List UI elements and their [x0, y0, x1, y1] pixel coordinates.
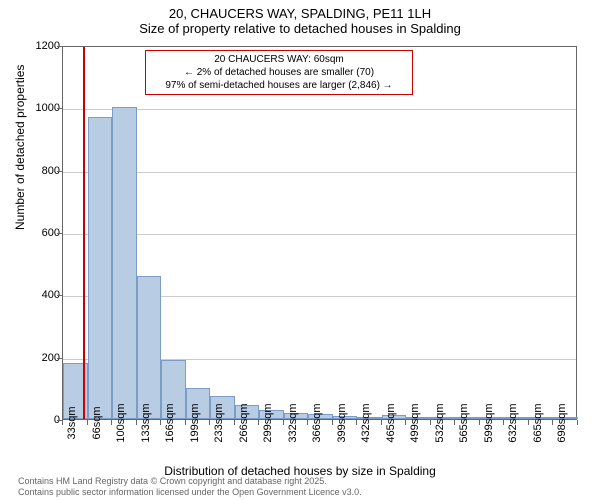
marker-line [83, 47, 85, 419]
x-tick-label: 166sqm [164, 403, 176, 442]
x-tick-label: 33sqm [66, 406, 78, 439]
x-tick-mark [234, 420, 235, 425]
x-tick-mark [430, 420, 431, 425]
x-tick-label: 665sqm [532, 403, 544, 442]
y-tick-mark [57, 171, 62, 172]
y-tick-label: 800 [30, 165, 60, 177]
x-tick-label: 266sqm [238, 403, 250, 442]
x-tick-mark [356, 420, 357, 425]
footer-line-1: Contains HM Land Registry data © Crown c… [18, 476, 362, 487]
annotation-line-2: ← 2% of detached houses are smaller (70) [152, 66, 406, 79]
x-tick-label: 532sqm [434, 403, 446, 442]
y-tick-mark [57, 108, 62, 109]
histogram-bar [88, 117, 113, 419]
x-tick-mark [528, 420, 529, 425]
x-tick-mark [332, 420, 333, 425]
y-tick-label: 200 [30, 352, 60, 364]
x-tick-label: 332sqm [287, 403, 299, 442]
annotation-box: 20 CHAUCERS WAY: 60sqm ← 2% of detached … [145, 50, 413, 95]
x-tick-label: 66sqm [91, 406, 103, 439]
x-tick-label: 366sqm [311, 403, 323, 442]
x-tick-mark [136, 420, 137, 425]
y-tick-label: 1200 [30, 40, 60, 52]
x-tick-mark [454, 420, 455, 425]
x-tick-label: 499sqm [409, 403, 421, 442]
x-tick-mark [552, 420, 553, 425]
x-tick-label: 632sqm [507, 403, 519, 442]
x-tick-label: 465sqm [385, 403, 397, 442]
x-tick-mark [381, 420, 382, 425]
grid-line [63, 234, 576, 235]
x-tick-label: 133sqm [140, 403, 152, 442]
x-tick-mark [111, 420, 112, 425]
y-tick-label: 0 [30, 414, 60, 426]
x-tick-mark [209, 420, 210, 425]
x-tick-mark [577, 420, 578, 425]
x-tick-label: 599sqm [483, 403, 495, 442]
annotation-line-1: 20 CHAUCERS WAY: 60sqm [152, 53, 406, 66]
chart-footer: Contains HM Land Registry data © Crown c… [18, 476, 362, 498]
x-tick-mark [503, 420, 504, 425]
chart-title-sub: Size of property relative to detached ho… [0, 21, 600, 40]
y-tick-label: 1000 [30, 102, 60, 114]
y-tick-mark [57, 295, 62, 296]
x-tick-mark [62, 420, 63, 425]
grid-line [63, 172, 576, 173]
y-tick-mark [57, 358, 62, 359]
y-tick-mark [57, 46, 62, 47]
x-tick-label: 199sqm [189, 403, 201, 442]
x-tick-label: 399sqm [336, 403, 348, 442]
footer-line-2: Contains public sector information licen… [18, 487, 362, 498]
y-tick-label: 600 [30, 227, 60, 239]
x-tick-mark [87, 420, 88, 425]
x-tick-label: 432sqm [360, 403, 372, 442]
x-tick-mark [307, 420, 308, 425]
histogram-bar [137, 276, 162, 419]
histogram-bar [112, 107, 137, 419]
x-tick-mark [479, 420, 480, 425]
grid-line [63, 109, 576, 110]
x-tick-mark [405, 420, 406, 425]
x-tick-mark [283, 420, 284, 425]
y-tick-label: 400 [30, 289, 60, 301]
x-tick-label: 698sqm [556, 403, 568, 442]
x-tick-label: 233sqm [213, 403, 225, 442]
plot-area: 20 CHAUCERS WAY: 60sqm ← 2% of detached … [62, 46, 577, 420]
x-tick-mark [160, 420, 161, 425]
x-tick-label: 100sqm [115, 403, 127, 442]
chart-title-main: 20, CHAUCERS WAY, SPALDING, PE11 1LH [0, 0, 600, 21]
y-tick-mark [57, 233, 62, 234]
annotation-line-3: 97% of semi-detached houses are larger (… [152, 79, 406, 92]
x-tick-label: 299sqm [262, 403, 274, 442]
x-tick-mark [185, 420, 186, 425]
x-tick-mark [258, 420, 259, 425]
x-tick-label: 565sqm [458, 403, 470, 442]
y-axis-label: Number of detached properties [13, 65, 27, 230]
